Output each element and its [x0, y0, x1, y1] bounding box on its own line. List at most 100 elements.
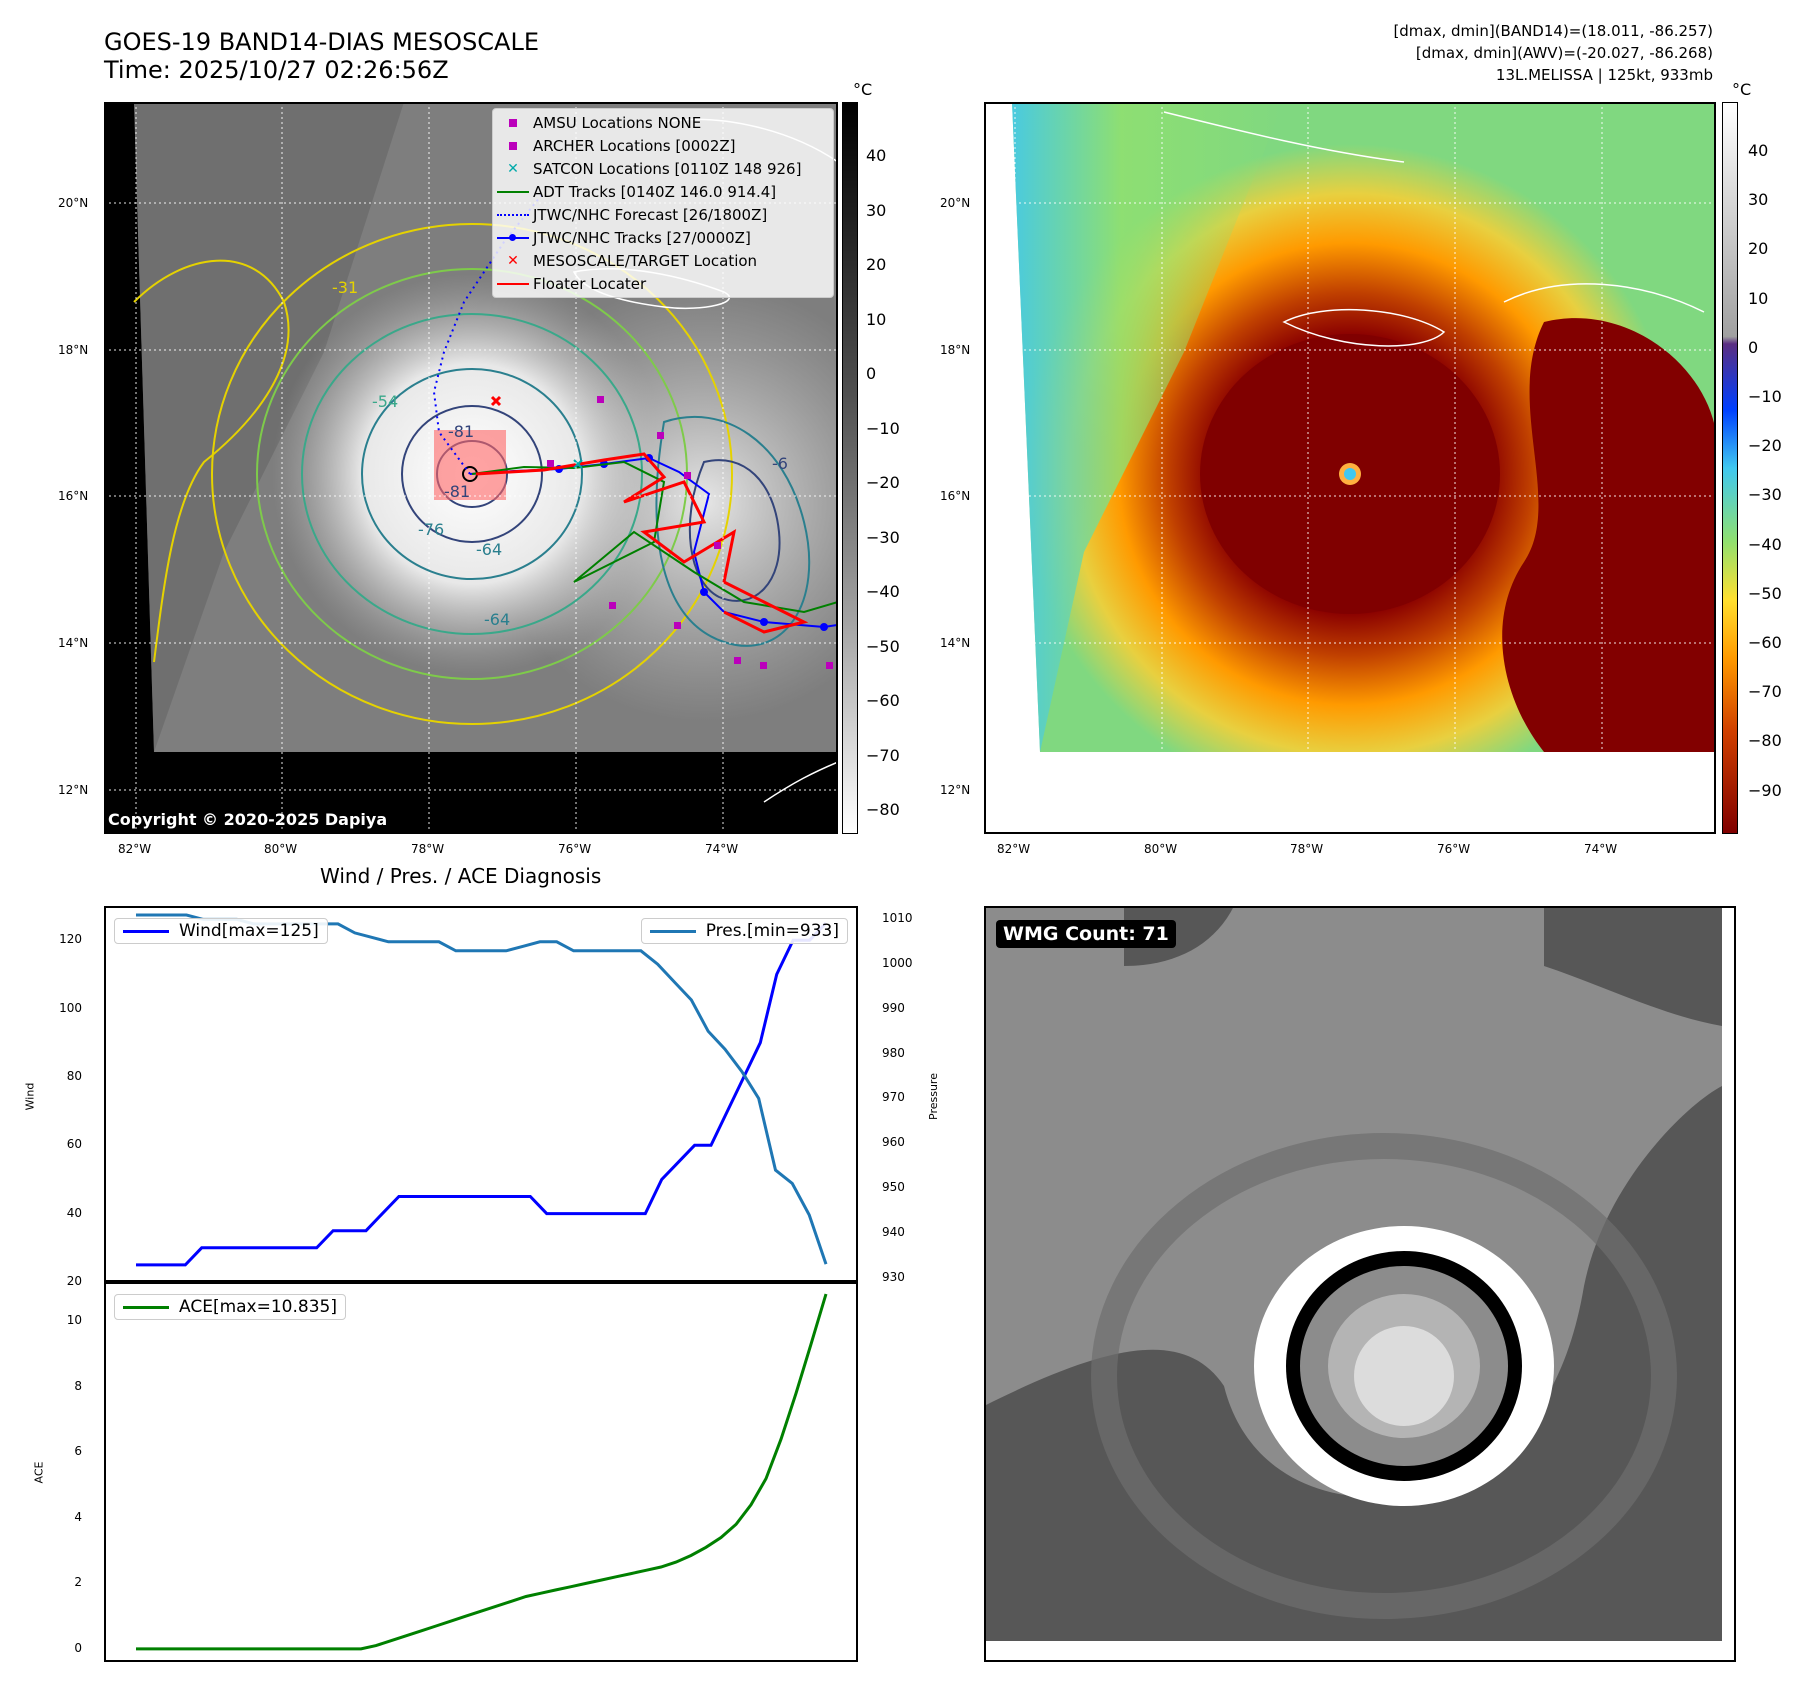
y-tick-label: 980: [882, 1045, 905, 1060]
legend-label: SATCON Locations [0110Z 148 926]: [533, 159, 802, 178]
lat-label: 16°N: [940, 489, 971, 503]
lat-label: 18°N: [58, 343, 89, 357]
contour-label: -76: [418, 520, 445, 539]
legend-item-adt: ADT Tracks [0140Z 146.0 914.4]: [493, 180, 833, 203]
wind-pressure-panel: Wind[max=125] Pres.[min=933]: [104, 906, 858, 1282]
colorbar-tick-label: 40: [1748, 141, 1769, 160]
ace-axis-label: ACE: [32, 1461, 46, 1484]
awv-colorbar: [1722, 102, 1738, 834]
colorbar-tick-label: −80: [1748, 731, 1782, 751]
ace-legend-label: ACE[max=10.835]: [179, 1297, 337, 1317]
colorbar-tick-label: −70: [866, 745, 900, 765]
y-tick-label: 80: [66, 1068, 82, 1083]
line-marker-icon: [649, 929, 696, 933]
y-tick-label: 6: [74, 1444, 82, 1459]
wmg-frame: [984, 906, 1736, 1662]
line-marker-icon: [497, 190, 529, 193]
lat-label: 12°N: [940, 783, 971, 797]
legend-item-archer: ARCHER Locations [0002Z]: [493, 134, 833, 157]
colorbar-tick-label: 20: [866, 255, 887, 274]
contour-label: -31: [332, 278, 359, 297]
colorbar-tick-label: −30: [1748, 485, 1782, 505]
ace-series-line: [136, 1293, 828, 1651]
colorbar-tick-label: −20: [866, 473, 900, 492]
lat-label: 18°N: [940, 343, 971, 357]
ace-plot: [136, 1293, 828, 1651]
pressure-axis-label: Pressure: [926, 1073, 940, 1120]
legend-item-satcon: ✕ SATCON Locations [0110Z 148 926]: [493, 157, 833, 180]
y-tick-label: 10: [66, 1313, 82, 1328]
y-tick-label: 60: [66, 1137, 82, 1152]
awv-map-image: [984, 102, 1716, 834]
y-tick-label: 940: [882, 1224, 905, 1239]
legend-item-floater: Floater Locater: [493, 272, 833, 295]
colorbar-tick-label: 0: [1748, 337, 1759, 357]
lat-label: 20°N: [940, 196, 971, 210]
lon-label: 74°W: [705, 842, 739, 856]
colorbar-tick-label: −30: [866, 527, 900, 547]
legend-label: MESOSCALE/TARGET Location: [533, 251, 758, 270]
wind-legend: Wind[max=125]: [114, 918, 328, 944]
lon-label: 82°W: [118, 842, 152, 856]
pressure-legend-label: Pres.[min=933]: [705, 921, 839, 941]
contour-label: -64: [484, 610, 511, 629]
line-marker-icon: [123, 1305, 169, 1309]
lat-label: 20°N: [58, 196, 89, 210]
colorbar-tick-label: −90: [1748, 780, 1782, 800]
colorbar-tick-label: −60: [1748, 633, 1782, 652]
colorbar-tick-label: 10: [1748, 288, 1769, 308]
wmg-panel: WMG Count: 71: [984, 906, 1736, 1662]
y-tick-label: 970: [882, 1090, 905, 1105]
wind-axis-label: Wind: [23, 1082, 37, 1111]
colorbar-unit: °C: [853, 80, 873, 99]
y-tick-label: 960: [882, 1135, 905, 1150]
lat-label: 16°N: [58, 489, 89, 503]
ir-map-frame: [104, 102, 838, 834]
figure-title: GOES-19 BAND14-DIAS MESOSCALE: [104, 28, 540, 56]
wind-legend-label: Wind[max=125]: [179, 921, 319, 941]
y-tick-label: 8: [74, 1378, 82, 1393]
colorbar-tick-label: −60: [866, 691, 900, 710]
colorbar-tick-label: 0: [866, 364, 877, 383]
dmax-awv: [dmax, dmin](AWV)=(-20.027, -86.268): [1415, 44, 1713, 62]
y-tick-label: 1010: [882, 911, 913, 926]
legend-item-amsu: AMSU Locations NONE: [493, 111, 833, 134]
lat-label: 12°N: [58, 783, 89, 797]
y-tick-label: 100: [59, 1000, 82, 1015]
y-tick-label: 950: [882, 1180, 905, 1194]
colorbar-tick-label: −40: [1748, 534, 1782, 554]
map-legend: AMSU Locations NONE ARCHER Locations [00…: [492, 108, 834, 298]
copyright: Copyright © 2020-2025 Dapiya: [108, 810, 388, 829]
diagnosis-title: Wind / Pres. / ACE Diagnosis: [320, 864, 602, 888]
legend-item-jtwc-forecast: JTWC/NHC Forecast [26/1800Z]: [493, 203, 833, 226]
colorbar-tick-label: −80: [866, 800, 900, 819]
lat-label: 14°N: [58, 636, 89, 650]
lon-label: 76°W: [558, 842, 592, 856]
wmg-image: [984, 906, 1736, 1662]
legend-item-jtwc-tracks: JTWC/NHC Tracks [27/0000Z]: [493, 226, 833, 249]
ace-panel: ACE[max=10.835]: [104, 1282, 858, 1662]
square-marker-icon: [509, 118, 517, 127]
lon-label: 78°W: [1290, 842, 1324, 856]
lon-label: 82°W: [997, 842, 1031, 856]
colorbar-tick-label: −50: [1748, 583, 1782, 603]
wind-series-line: [136, 922, 828, 1267]
awv-map-frame: [984, 102, 1716, 834]
lat-label: 14°N: [940, 636, 971, 650]
y-tick-label: 990: [882, 1000, 905, 1015]
y-tick-label: 2: [74, 1575, 82, 1590]
mesoscale-box: [434, 430, 506, 500]
colorbar-tick-label: −50: [866, 636, 900, 656]
dmax-band14: [dmax, dmin](BAND14)=(18.011, -86.257): [1393, 22, 1713, 40]
colorbar-tick-label: −10: [1748, 387, 1782, 406]
mesoscale-target-marker: [490, 395, 502, 407]
legend-item-mesoscale: ✕ MESOSCALE/TARGET Location: [493, 249, 833, 272]
y-tick-label: 40: [66, 1205, 82, 1220]
y-tick-label: 20: [66, 1274, 82, 1288]
y-tick-label: 930: [882, 1269, 905, 1284]
lon-label: 80°W: [264, 842, 298, 856]
colorbar-tick-label: 10: [866, 309, 887, 329]
contour-label: -6: [772, 454, 788, 473]
colorbar-tick-label: 40: [866, 146, 887, 165]
lon-label: 80°W: [1144, 842, 1178, 856]
